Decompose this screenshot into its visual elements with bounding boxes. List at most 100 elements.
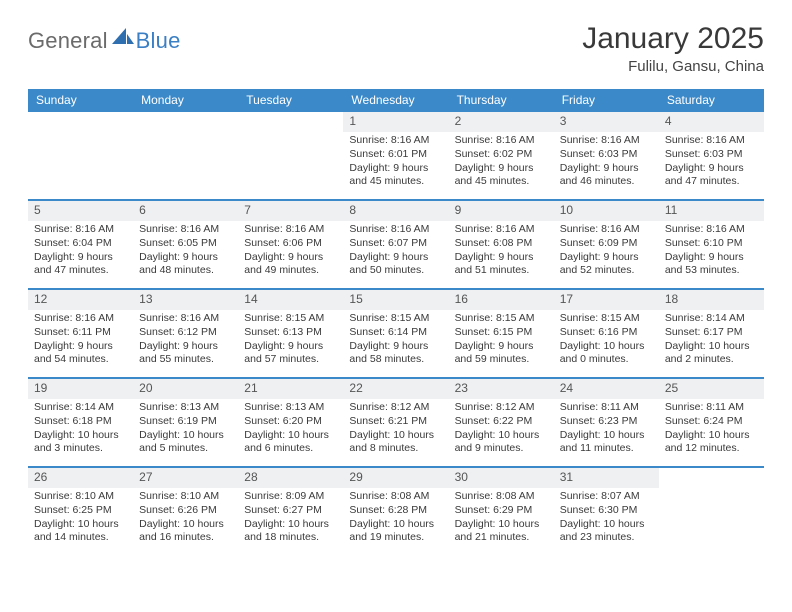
sunrise-text: Sunrise: 8:14 AM (34, 401, 127, 415)
title-block: January 2025 Fulilu, Gansu, China (582, 22, 764, 75)
sunset-text: Sunset: 6:10 PM (665, 237, 758, 251)
day-number-bar: 23 (449, 379, 554, 399)
sunset-text: Sunset: 6:14 PM (349, 326, 442, 340)
sunrise-text: Sunrise: 8:16 AM (349, 134, 442, 148)
sunset-text: Sunset: 6:26 PM (139, 504, 232, 518)
daylight-text: and 21 minutes. (455, 531, 548, 545)
weekday-friday: Friday (554, 89, 659, 112)
sunrise-text: Sunrise: 8:10 AM (34, 490, 127, 504)
day-number: 16 (455, 292, 548, 308)
day-cell: 8Sunrise: 8:16 AMSunset: 6:07 PMDaylight… (343, 201, 448, 285)
sunrise-text: Sunrise: 8:16 AM (34, 223, 127, 237)
sunset-text: Sunset: 6:18 PM (34, 415, 127, 429)
sunrise-text: Sunrise: 8:08 AM (455, 490, 548, 504)
daylight-text: and 5 minutes. (139, 442, 232, 456)
day-cell: 31Sunrise: 8:07 AMSunset: 6:30 PMDayligh… (554, 468, 659, 552)
sunset-text: Sunset: 6:30 PM (560, 504, 653, 518)
sunset-text: Sunset: 6:06 PM (244, 237, 337, 251)
daylight-text: Daylight: 9 hours (349, 251, 442, 265)
day-number-bar: 19 (28, 379, 133, 399)
sunset-text: Sunset: 6:13 PM (244, 326, 337, 340)
daylight-text: Daylight: 10 hours (244, 429, 337, 443)
day-number: 17 (560, 292, 653, 308)
sunset-text: Sunset: 6:16 PM (560, 326, 653, 340)
day-number: 14 (244, 292, 337, 308)
sunrise-text: Sunrise: 8:16 AM (244, 223, 337, 237)
day-number-bar: 15 (343, 290, 448, 310)
day-number-bar: 20 (133, 379, 238, 399)
day-cell: 2Sunrise: 8:16 AMSunset: 6:02 PMDaylight… (449, 112, 554, 196)
daylight-text: and 19 minutes. (349, 531, 442, 545)
daylight-text: and 45 minutes. (455, 175, 548, 189)
daylight-text: Daylight: 9 hours (455, 251, 548, 265)
day-number: 8 (349, 203, 442, 219)
day-number-bar: 21 (238, 379, 343, 399)
sunrise-text: Sunrise: 8:14 AM (665, 312, 758, 326)
day-number: 2 (455, 114, 548, 130)
day-cell: 7Sunrise: 8:16 AMSunset: 6:06 PMDaylight… (238, 201, 343, 285)
page-title: January 2025 (582, 22, 764, 56)
sunrise-text: Sunrise: 8:11 AM (560, 401, 653, 415)
sunrise-text: Sunrise: 8:09 AM (244, 490, 337, 504)
calendar: Sunday Monday Tuesday Wednesday Thursday… (28, 89, 764, 552)
daylight-text: Daylight: 9 hours (349, 162, 442, 176)
day-cell: 20Sunrise: 8:13 AMSunset: 6:19 PMDayligh… (133, 379, 238, 463)
day-number-bar: 16 (449, 290, 554, 310)
daylight-text: Daylight: 10 hours (665, 429, 758, 443)
sunset-text: Sunset: 6:19 PM (139, 415, 232, 429)
sunset-text: Sunset: 6:02 PM (455, 148, 548, 162)
weekday-header-row: Sunday Monday Tuesday Wednesday Thursday… (28, 89, 764, 112)
day-cell: 13Sunrise: 8:16 AMSunset: 6:12 PMDayligh… (133, 290, 238, 374)
sunset-text: Sunset: 6:17 PM (665, 326, 758, 340)
day-number-bar: 30 (449, 468, 554, 488)
daylight-text: and 16 minutes. (139, 531, 232, 545)
day-number: 13 (139, 292, 232, 308)
sunrise-text: Sunrise: 8:16 AM (349, 223, 442, 237)
daylight-text: Daylight: 10 hours (349, 518, 442, 532)
sunset-text: Sunset: 6:03 PM (665, 148, 758, 162)
sunset-text: Sunset: 6:25 PM (34, 504, 127, 518)
sunset-text: Sunset: 6:20 PM (244, 415, 337, 429)
day-number: 24 (560, 381, 653, 397)
day-cell: 9Sunrise: 8:16 AMSunset: 6:08 PMDaylight… (449, 201, 554, 285)
daylight-text: and 59 minutes. (455, 353, 548, 367)
day-number-bar: 11 (659, 201, 764, 221)
day-cell: 19Sunrise: 8:14 AMSunset: 6:18 PMDayligh… (28, 379, 133, 463)
day-number-bar: 1 (343, 112, 448, 132)
day-number-bar: 13 (133, 290, 238, 310)
day-number: 25 (665, 381, 758, 397)
sunrise-text: Sunrise: 8:16 AM (665, 134, 758, 148)
sunrise-text: Sunrise: 8:16 AM (665, 223, 758, 237)
sunrise-text: Sunrise: 8:16 AM (139, 223, 232, 237)
sunset-text: Sunset: 6:23 PM (560, 415, 653, 429)
sunset-text: Sunset: 6:22 PM (455, 415, 548, 429)
day-number: 28 (244, 470, 337, 486)
weekday-wednesday: Wednesday (343, 89, 448, 112)
sunset-text: Sunset: 6:03 PM (560, 148, 653, 162)
sunrise-text: Sunrise: 8:16 AM (455, 223, 548, 237)
day-number: 29 (349, 470, 442, 486)
daylight-text: Daylight: 9 hours (139, 340, 232, 354)
day-number: 21 (244, 381, 337, 397)
day-number-bar: 22 (343, 379, 448, 399)
daylight-text: Daylight: 10 hours (139, 429, 232, 443)
day-number: 31 (560, 470, 653, 486)
day-number-bar: 28 (238, 468, 343, 488)
day-number: 15 (349, 292, 442, 308)
weekday-sunday: Sunday (28, 89, 133, 112)
day-cell: 1Sunrise: 8:16 AMSunset: 6:01 PMDaylight… (343, 112, 448, 196)
day-cell: 11Sunrise: 8:16 AMSunset: 6:10 PMDayligh… (659, 201, 764, 285)
daylight-text: Daylight: 10 hours (139, 518, 232, 532)
daylight-text: Daylight: 9 hours (560, 162, 653, 176)
sunrise-text: Sunrise: 8:15 AM (349, 312, 442, 326)
day-number-bar: 27 (133, 468, 238, 488)
day-cell (133, 112, 238, 196)
day-number-bar: 17 (554, 290, 659, 310)
sunrise-text: Sunrise: 8:12 AM (349, 401, 442, 415)
daylight-text: Daylight: 9 hours (455, 162, 548, 176)
day-cell (659, 468, 764, 552)
day-number-bar: 18 (659, 290, 764, 310)
day-number-bar: 24 (554, 379, 659, 399)
daylight-text: Daylight: 10 hours (244, 518, 337, 532)
day-cell: 28Sunrise: 8:09 AMSunset: 6:27 PMDayligh… (238, 468, 343, 552)
